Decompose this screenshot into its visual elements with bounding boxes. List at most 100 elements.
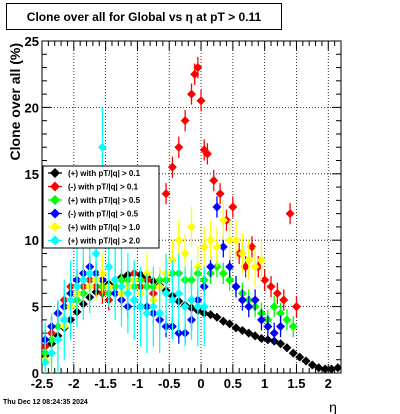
data-point [231,282,241,292]
chart-title-box: Clone over all for Global vs η at pT > 0… [6,3,282,30]
data-point [212,242,222,252]
data-point [199,302,209,312]
x-tick-label: 2 [325,376,332,391]
y-tick-label: 20 [25,100,39,115]
data-point [59,315,69,325]
data-point [209,175,219,185]
data-point [295,352,305,362]
data-point [161,288,171,298]
data-point [314,363,324,373]
data-point [174,288,184,298]
data-point [215,189,225,199]
legend-marker [50,168,60,178]
legend-marker [50,195,60,205]
data-point [307,360,317,370]
data-point [218,215,228,225]
data-point [206,310,216,320]
data-point [288,348,298,358]
data-point [288,322,298,332]
x-tick-label: -0.5 [158,376,180,391]
legend-marker [50,208,60,219]
data-point [237,295,247,305]
data-point [282,315,292,325]
data-point [47,348,57,358]
x-tick-label: 0 [197,376,204,391]
y-tick-label: 5 [32,300,39,315]
data-point [206,262,216,272]
legend-marker [50,181,60,192]
data-point [187,222,196,232]
data-point [256,255,266,265]
data-point [53,335,63,345]
data-point [136,302,146,312]
data-point [190,69,200,79]
data-point [212,312,222,322]
data-point [241,262,251,272]
x-tick-label: 0.5 [224,376,242,391]
data-point [250,262,260,272]
data-point [42,357,50,367]
data-point [78,275,88,285]
x-tick-label: 1 [261,376,268,391]
data-point [193,302,203,312]
legend-box [42,165,160,249]
x-axis-label: η [329,399,337,414]
data-point [326,364,336,373]
data-point [244,328,254,338]
data-point [266,282,276,292]
data-point [285,209,295,219]
data-point [202,149,212,159]
data-point [256,315,266,325]
data-point [97,142,107,152]
data-point [66,295,76,305]
data-point [174,142,184,152]
data-point [155,308,165,318]
data-point [117,282,127,292]
timestamp-label: Thu Dec 12 08:24:35 2024 [3,399,88,406]
data-point [193,63,203,73]
data-point [42,341,50,351]
data-point [104,262,114,272]
y-tick-label: 25 [25,34,39,49]
legend-label: (+) with pT/|q| > 2.0 [68,237,141,246]
data-point [247,242,257,252]
data-point [180,116,190,126]
data-point [276,322,286,332]
data-point [225,275,235,285]
data-point [231,235,241,245]
data-point [276,308,286,318]
data-point [320,364,330,373]
data-point [196,96,206,106]
data-point [142,308,152,318]
data-point [228,202,238,212]
data-point [199,242,209,252]
data-point [291,302,301,312]
data-point [129,295,139,305]
data-point [167,295,177,305]
y-axis-label: Clone over all (%) [7,43,23,160]
data-point [225,235,235,245]
data-point [85,268,95,278]
data-point [279,295,289,305]
data-point [218,316,228,326]
data-point [250,331,260,341]
chart-title: Clone over all for Global vs η at pT > 0… [26,9,262,24]
x-tick-label: -2 [68,376,80,391]
data-point [282,343,292,353]
y-tick-label: 15 [25,167,39,182]
data-point [237,248,247,258]
data-point [256,333,266,343]
data-point [269,302,279,312]
data-point [263,335,273,345]
data-point [250,295,260,305]
legend-marker [50,235,60,246]
data-point [206,235,216,245]
data-point [276,339,286,349]
data-point [167,162,177,172]
data-point [218,268,228,278]
data-point [161,189,171,199]
data-point [244,255,254,265]
data-point [301,356,311,366]
data-point [225,262,235,272]
